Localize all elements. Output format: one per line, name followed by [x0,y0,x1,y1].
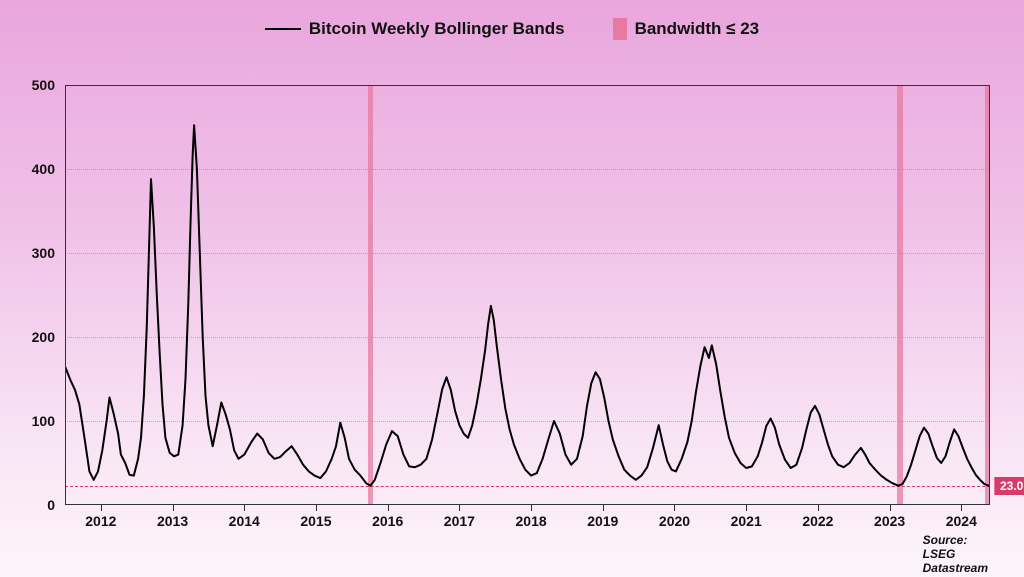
legend-item-band: Bandwidth ≤ 23 [613,18,760,40]
y-tick-label: 400 [32,161,55,177]
x-tick [746,505,747,511]
source-note: Source: LSEG Datastream - Global Macro I… [923,533,988,577]
x-tick [388,505,389,511]
x-tick-label: 2023 [874,513,905,529]
x-tick-label: 2015 [300,513,331,529]
x-tick [531,505,532,511]
x-tick-label: 2014 [229,513,260,529]
x-tick [818,505,819,511]
y-tick-label: 500 [32,77,55,93]
x-tick [890,505,891,511]
chart-canvas: Bitcoin Weekly Bollinger Bands Bandwidth… [0,0,1024,577]
x-tick-label: 2018 [516,513,547,529]
x-tick [459,505,460,511]
y-tick-label: 200 [32,329,55,345]
legend-series-label: Bitcoin Weekly Bollinger Bands [309,19,565,39]
plot-area: 0100200300400500201220132014201520162017… [65,85,990,505]
x-tick-label: 2012 [85,513,116,529]
x-tick-label: 2020 [659,513,690,529]
x-tick [101,505,102,511]
x-tick [173,505,174,511]
legend-band-swatch [613,18,627,40]
x-tick-label: 2017 [444,513,475,529]
y-tick-label: 100 [32,413,55,429]
y-tick-label: 0 [47,497,55,513]
x-tick-label: 2016 [372,513,403,529]
x-tick [603,505,604,511]
x-tick-label: 2021 [731,513,762,529]
x-tick [244,505,245,511]
legend-band-label: Bandwidth ≤ 23 [635,19,760,39]
x-tick [316,505,317,511]
legend-series-swatch [265,28,301,30]
threshold-badge: 23.0 [994,477,1024,495]
x-tick [961,505,962,511]
x-tick-label: 2019 [587,513,618,529]
legend-item-series: Bitcoin Weekly Bollinger Bands [265,19,565,39]
x-tick [674,505,675,511]
x-tick-label: 2022 [802,513,833,529]
line-series [65,85,990,505]
y-tick-label: 300 [32,245,55,261]
legend: Bitcoin Weekly Bollinger Bands Bandwidth… [0,18,1024,40]
x-tick-label: 2013 [157,513,188,529]
x-tick-label: 2024 [946,513,977,529]
